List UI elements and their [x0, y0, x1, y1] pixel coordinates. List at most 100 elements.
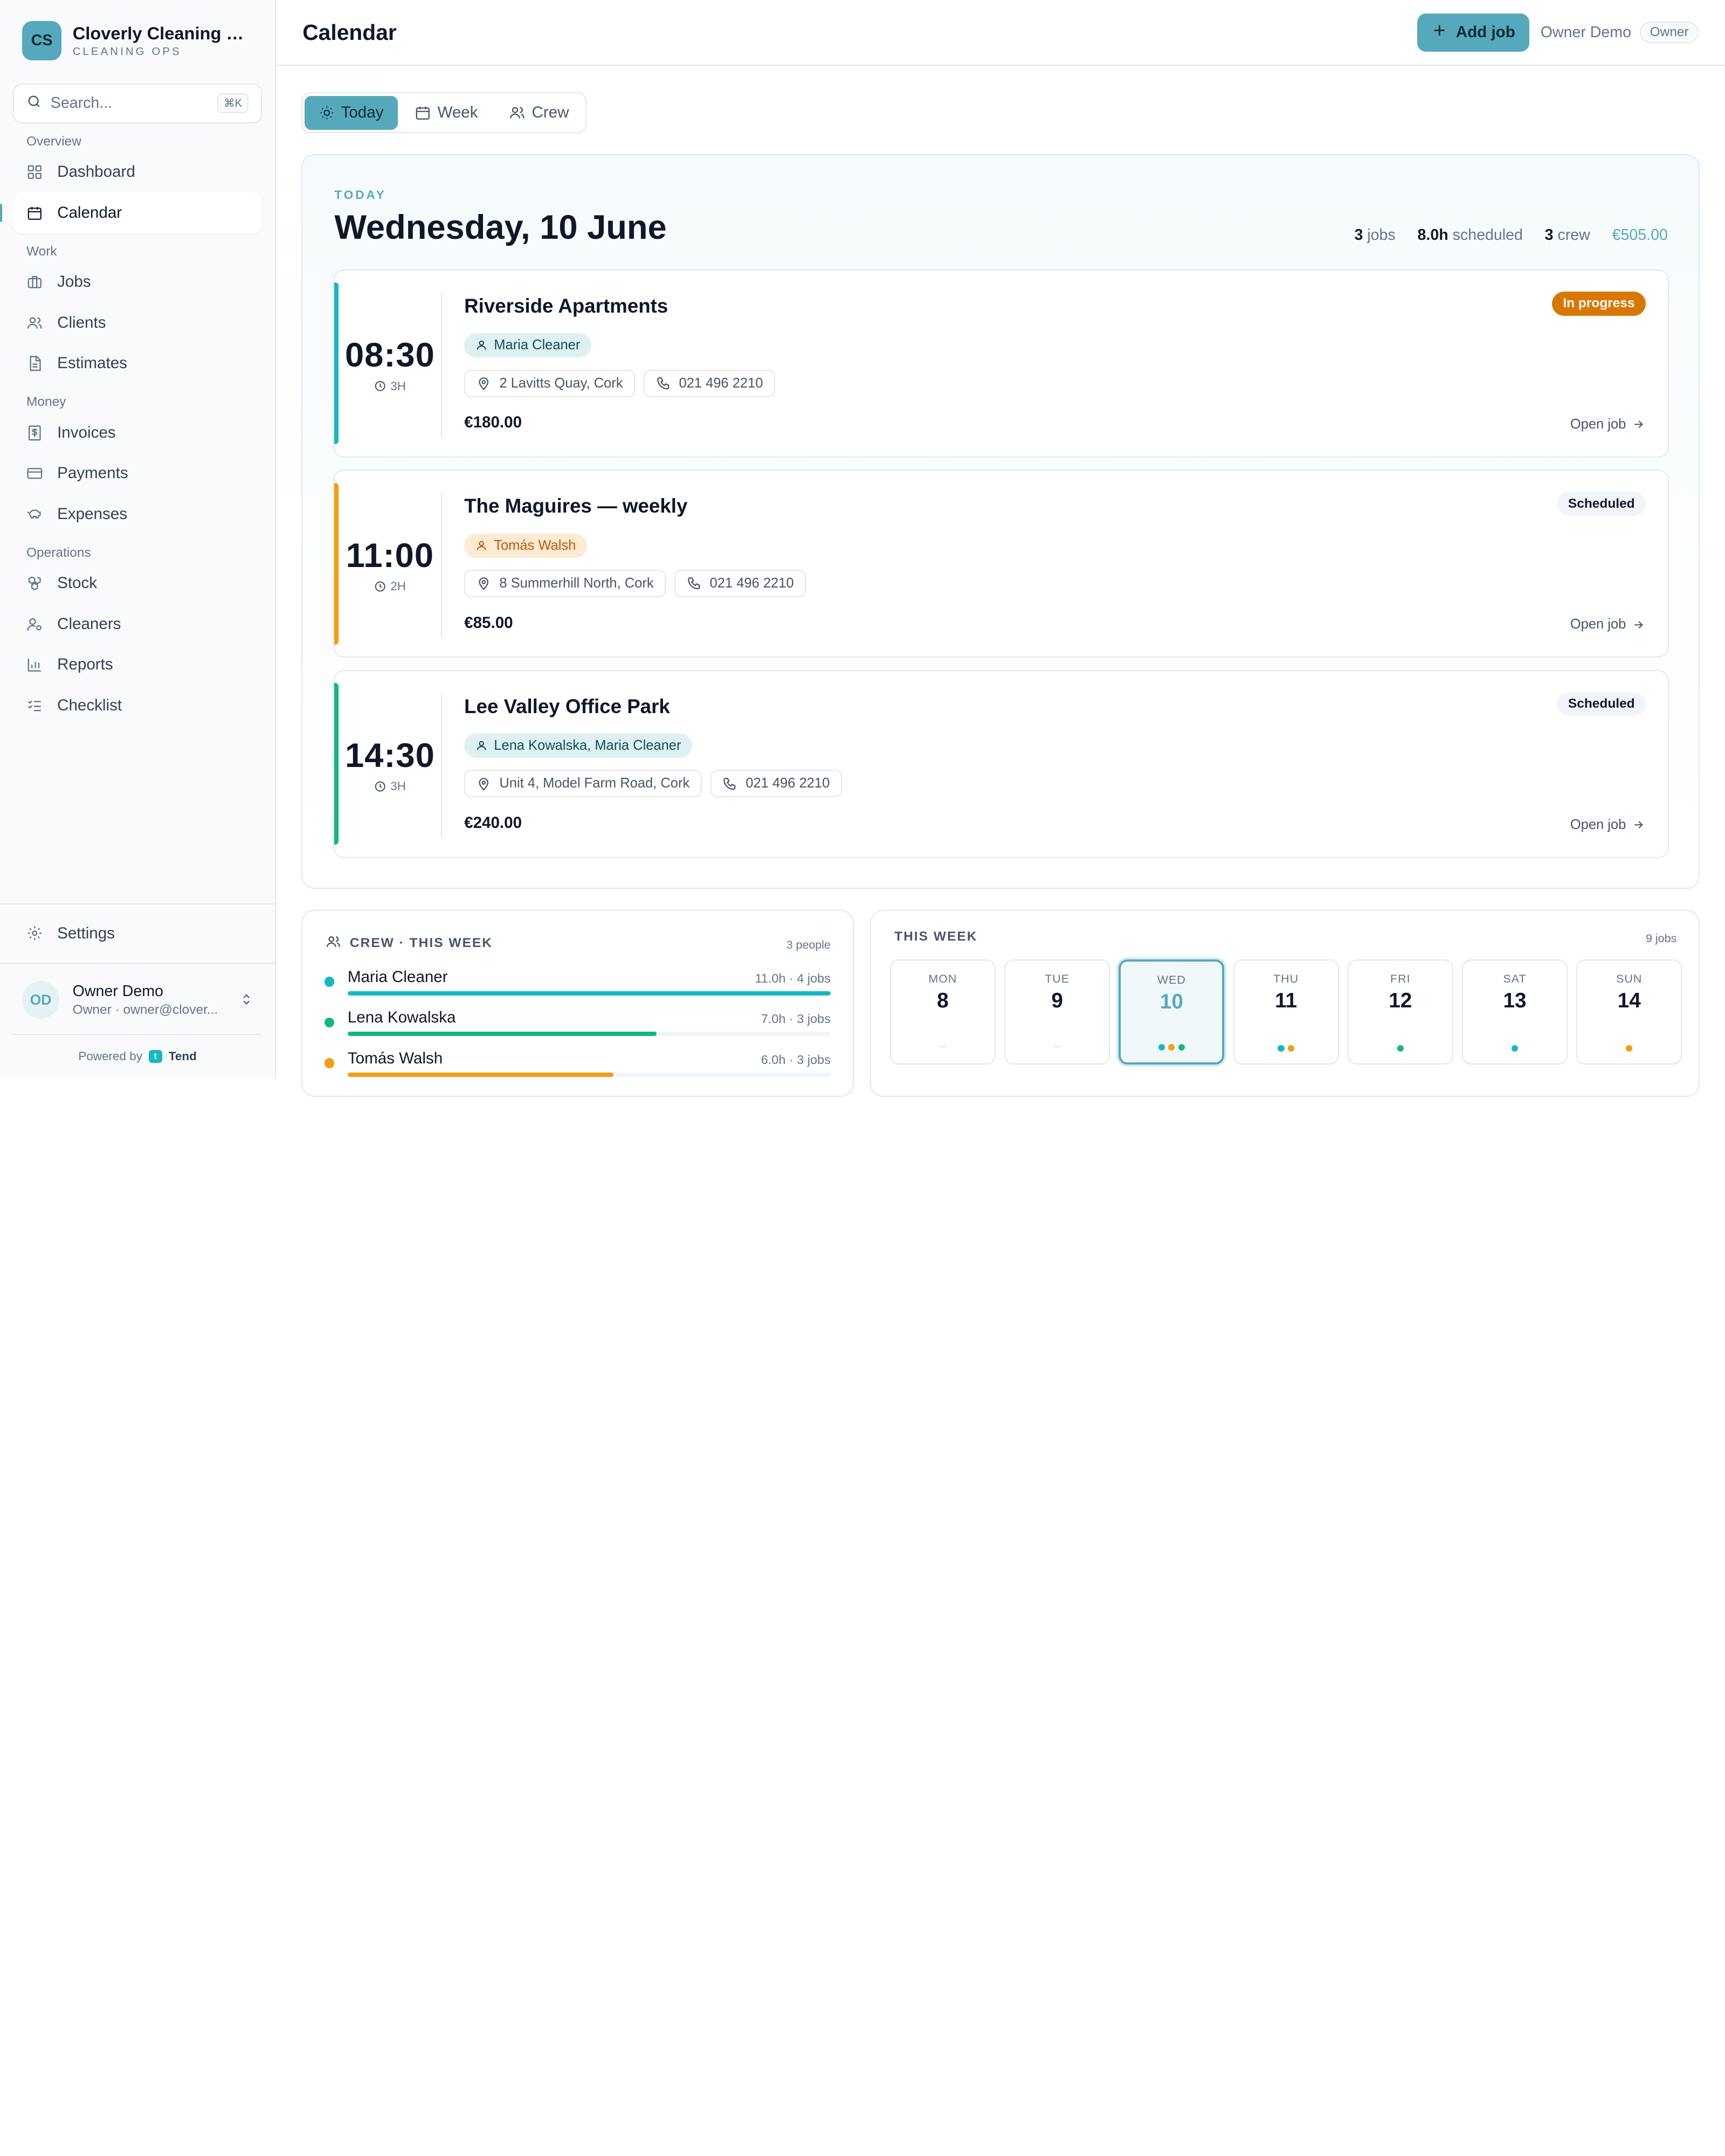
job-title[interactable]: The Maguires — weekly [464, 495, 688, 517]
tab-week[interactable]: Week [400, 96, 492, 130]
job-time: 08:30 [344, 336, 435, 375]
crew-name: Tomás Walsh [347, 1049, 443, 1067]
today-date: Wednesday, 10 June [334, 208, 667, 246]
clock-icon [374, 380, 386, 392]
crew-panel-header: CREW · THIS WEEK [326, 934, 493, 953]
nav-group-label: Work [26, 244, 57, 259]
day-cell-wed[interactable]: WED 10 [1119, 959, 1225, 1065]
page-title: Calendar [302, 19, 397, 45]
sidebar-item-invoices[interactable]: Invoices [13, 412, 261, 453]
tab-label: Crew [532, 103, 569, 122]
sidebar-item-stock[interactable]: Stock [13, 563, 261, 604]
job-title[interactable]: Riverside Apartments [464, 294, 668, 317]
user-email: Owner · owner@clover... [72, 1002, 218, 1017]
phone-chip[interactable]: 021 496 2210 [674, 569, 806, 597]
status-badge: Scheduled [1557, 692, 1646, 716]
day-number: 10 [1160, 990, 1183, 1014]
hours-scheduled: 8.0h [1417, 226, 1448, 244]
day-job-dots [1349, 1045, 1452, 1052]
day-cell-sat[interactable]: SAT 13 [1462, 959, 1568, 1065]
address-chip[interactable]: 2 Lavitts Quay, Cork [464, 369, 635, 397]
sidebar-item-cleaners[interactable]: Cleaners [13, 604, 261, 645]
job-address: Unit 4, Model Farm Road, Cork [499, 776, 690, 791]
today-label: TODAY [334, 188, 387, 202]
day-cell-fri[interactable]: FRI 12 [1347, 959, 1453, 1065]
briefcase-icon [26, 274, 43, 291]
sidebar-item-checklist[interactable]: Checklist [13, 685, 261, 726]
job-phone: 021 496 2210 [709, 575, 794, 591]
job-card[interactable]: 08:30 3H Riverside Apartments Maria Cleaner… [333, 269, 1669, 458]
job-time: 11:00 [346, 536, 434, 575]
sidebar-item-payments[interactable]: Payments [13, 453, 261, 494]
open-job-link[interactable]: Open job [1570, 417, 1645, 432]
address-chip[interactable]: Unit 4, Model Farm Road, Cork [464, 770, 702, 798]
sidebar-item-label: Clients [57, 313, 106, 331]
nav-group: Work Jobs Clients Estimates [0, 242, 275, 384]
crew-assignee-name: Lena Kowalska, Maria Cleaner [494, 738, 681, 754]
job-card[interactable]: 11:00 2H The Maguires — weekly Tomás Walsh 8… [333, 469, 1669, 658]
job-dot [1397, 1045, 1404, 1052]
sidebar-item-label: Expenses [57, 505, 127, 523]
sidebar-item-reports[interactable]: Reports [13, 645, 261, 686]
job-dot [1626, 1045, 1633, 1052]
phone-chip[interactable]: 021 496 2210 [644, 369, 775, 397]
sidebar-item-expenses[interactable]: Expenses [13, 494, 261, 535]
sidebar-item-clients[interactable]: Clients [13, 302, 261, 343]
today-panel: TODAY Wednesday, 10 June 3 jobs 8.0h sch… [301, 154, 1700, 889]
phone-chip[interactable]: 021 496 2210 [710, 770, 842, 798]
users-icon [326, 934, 341, 953]
crew-row[interactable]: Lena Kowalska 7.0h · 3 jobs [324, 1008, 831, 1041]
checklist-icon [26, 697, 43, 714]
add-job-label: Add job [1455, 23, 1515, 42]
job-dot [1278, 1045, 1285, 1052]
sidebar-item-label: Dashboard [57, 163, 135, 181]
brand[interactable]: CS Cloverly Cleaning S... CLEANING OPS [0, 0, 275, 74]
sidebar-item-estimates[interactable]: Estimates [13, 343, 261, 384]
job-card[interactable]: 14:30 3H Lee Valley Office Park Lena Kowals… [333, 669, 1669, 858]
calendar-icon [26, 205, 43, 222]
job-time-box: 11:00 2H [339, 493, 443, 637]
open-job-link[interactable]: Open job [1570, 617, 1645, 632]
address-chip[interactable]: 8 Summerhill North, Cork [464, 569, 666, 597]
day-cell-sun[interactable]: SUN 14 [1576, 959, 1682, 1065]
plus-icon [1432, 23, 1447, 43]
crew-assignee-pill: Tomás Walsh [464, 533, 587, 558]
crew-assignee-pill: Lena Kowalska, Maria Cleaner [464, 734, 692, 758]
job-price: €180.00 [464, 413, 522, 432]
job-body: Riverside Apartments Maria Cleaner 2 Lavit… [464, 295, 1646, 432]
invoice-icon [26, 425, 43, 441]
crew-color-dot [324, 1017, 335, 1028]
crew-row[interactable]: Maria Cleaner 11.0h · 4 jobs [324, 968, 831, 1001]
crew-name: Maria Cleaner [347, 968, 448, 986]
jobs-count-label: jobs [1367, 226, 1396, 244]
user-menu[interactable]: OD Owner Demo Owner · owner@clover... [0, 962, 275, 1034]
search-input[interactable]: Search... ⌘K [13, 84, 262, 123]
tab-today[interactable]: Today [305, 95, 398, 130]
sidebar-item-jobs[interactable]: Jobs [13, 262, 261, 303]
crew-load-fill [347, 1072, 613, 1077]
piggy-bank-icon [26, 506, 43, 523]
add-job-button[interactable]: Add job [1417, 13, 1530, 52]
sidebar-item-calendar[interactable]: Calendar [0, 192, 262, 233]
crew-load-bar [347, 1072, 831, 1077]
job-price: €85.00 [464, 613, 513, 632]
crew-count: 3 [1544, 226, 1554, 244]
search-placeholder: Search... [50, 94, 113, 112]
open-job-link[interactable]: Open job [1570, 817, 1645, 833]
tab-crew[interactable]: Crew [494, 96, 583, 130]
user-icon [475, 540, 487, 551]
crew-hours: 11.0h · 4 jobs [755, 971, 831, 985]
sidebar-item-settings[interactable]: Settings [13, 913, 261, 954]
status-badge: Scheduled [1557, 492, 1646, 516]
job-dot [1511, 1045, 1519, 1052]
job-dot [1158, 1044, 1165, 1051]
day-cell-tue[interactable]: TUE 9 – [1004, 959, 1110, 1065]
crew-row[interactable]: Tomás Walsh 6.0h · 3 jobs [324, 1049, 831, 1082]
job-title[interactable]: Lee Valley Office Park [464, 695, 670, 717]
day-cell-thu[interactable]: THU 11 [1233, 959, 1339, 1065]
job-time-box: 14:30 3H [339, 693, 443, 837]
nav-group-label: Money [26, 395, 66, 410]
day-cell-mon[interactable]: MON 8 – [889, 959, 996, 1065]
sidebar-item-dashboard[interactable]: Dashboard [13, 152, 261, 193]
crew-hours: 7.0h · 3 jobs [761, 1012, 831, 1026]
